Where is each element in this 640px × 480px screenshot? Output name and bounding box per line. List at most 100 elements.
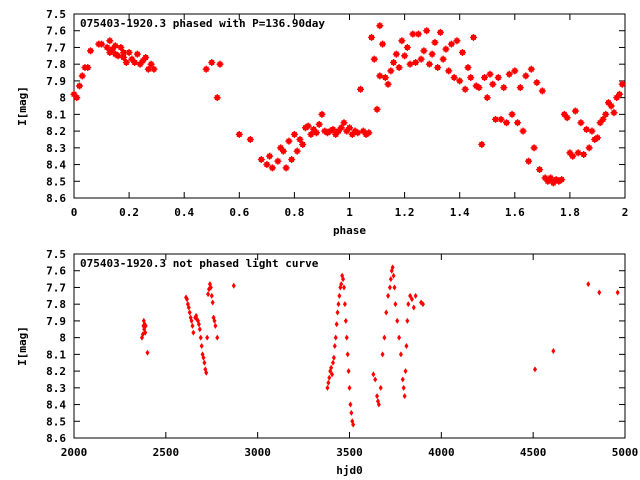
data-point <box>325 384 330 391</box>
data-point <box>143 322 148 329</box>
data-point <box>456 77 464 85</box>
data-point <box>296 135 304 143</box>
data-point <box>299 140 307 148</box>
data-point <box>333 334 338 341</box>
data-point <box>212 317 217 324</box>
data-point <box>150 65 158 73</box>
data-point <box>423 27 431 35</box>
data-point <box>436 28 444 36</box>
data-point <box>142 53 150 61</box>
data-point <box>331 354 336 361</box>
data-point <box>189 317 194 324</box>
data-point <box>337 124 345 132</box>
data-point <box>420 47 428 55</box>
data-point <box>525 157 533 165</box>
data-point <box>450 74 458 82</box>
x-tick-label: 4000 <box>428 446 455 459</box>
data-point <box>257 156 265 164</box>
data-point <box>511 67 519 75</box>
y-tick-label: 8.5 <box>46 175 66 188</box>
data-point <box>486 70 494 78</box>
data-point <box>599 115 607 123</box>
data-point <box>536 166 544 174</box>
data-point <box>387 67 395 75</box>
data-point <box>408 292 413 299</box>
data-point <box>279 147 287 155</box>
data-point <box>312 129 320 137</box>
data-point <box>354 129 362 137</box>
y-tick-label: 8.5 <box>46 415 66 428</box>
data-point <box>489 80 497 88</box>
data-point <box>346 124 353 132</box>
data-point <box>563 114 571 122</box>
data-point <box>336 301 341 308</box>
data-point <box>417 55 425 63</box>
data-point <box>393 301 398 308</box>
x-tick-label: 1.4 <box>450 206 470 219</box>
y-tick-label: 7.7 <box>46 41 66 54</box>
data-point <box>347 384 352 391</box>
data-point <box>375 393 380 400</box>
data-point <box>406 301 411 308</box>
data-point <box>398 351 403 358</box>
data-point <box>533 79 541 87</box>
y-axis-ticks: 7.5 7.6 7.7 7.8 7.9 8 8.1 8.2 8.3 8.4 8.5 8.6 <box>46 248 625 445</box>
data-point <box>379 40 387 48</box>
x-tick-label: 2500 <box>153 446 180 459</box>
y-tick-label: 8.4 <box>46 159 66 172</box>
y-tick-label: 8.1 <box>46 108 66 121</box>
data-point <box>413 292 418 299</box>
data-point <box>434 64 442 72</box>
data-point <box>538 87 546 95</box>
data-point <box>494 74 502 82</box>
y-tick-label: 7.5 <box>46 8 66 21</box>
data-point <box>209 292 214 299</box>
y-tick-label: 8.3 <box>46 142 66 155</box>
data-point <box>514 119 522 127</box>
data-point <box>522 72 530 80</box>
data-point <box>602 110 610 118</box>
y-tick-label: 8.6 <box>46 192 66 205</box>
data-point <box>334 321 339 328</box>
data-point <box>190 322 195 329</box>
data-point <box>111 42 119 50</box>
data-point <box>213 94 221 102</box>
data-point <box>384 80 392 88</box>
data-point <box>351 421 356 428</box>
y-tick-label: 8.2 <box>46 365 66 378</box>
data-point <box>186 304 191 311</box>
data-point <box>204 369 209 376</box>
data-point <box>307 130 315 138</box>
data-point <box>343 317 348 324</box>
data-point <box>216 60 224 68</box>
data-point <box>329 364 334 371</box>
data-point <box>282 164 290 172</box>
y-tick-label: 7.8 <box>46 58 66 71</box>
data-point <box>439 55 447 63</box>
data-point <box>461 85 469 93</box>
data-point <box>326 379 331 386</box>
data-point <box>400 376 405 383</box>
data-point <box>615 90 623 98</box>
data-point <box>533 366 538 373</box>
data-point <box>117 43 125 51</box>
data-point <box>378 384 383 391</box>
data-point <box>231 282 236 289</box>
data-point <box>76 82 84 90</box>
data-point <box>288 156 296 164</box>
data-point <box>78 72 86 80</box>
data-point <box>120 53 128 61</box>
data-point <box>125 48 133 56</box>
data-point <box>412 59 420 67</box>
data-point <box>147 60 155 68</box>
data-point <box>391 272 396 279</box>
data-point <box>386 292 391 299</box>
data-point <box>103 43 111 51</box>
data-point <box>475 84 483 92</box>
data-point <box>376 22 384 30</box>
data-point <box>285 137 293 145</box>
data-point <box>339 281 344 288</box>
data-point <box>206 291 211 298</box>
data-point <box>387 284 392 291</box>
